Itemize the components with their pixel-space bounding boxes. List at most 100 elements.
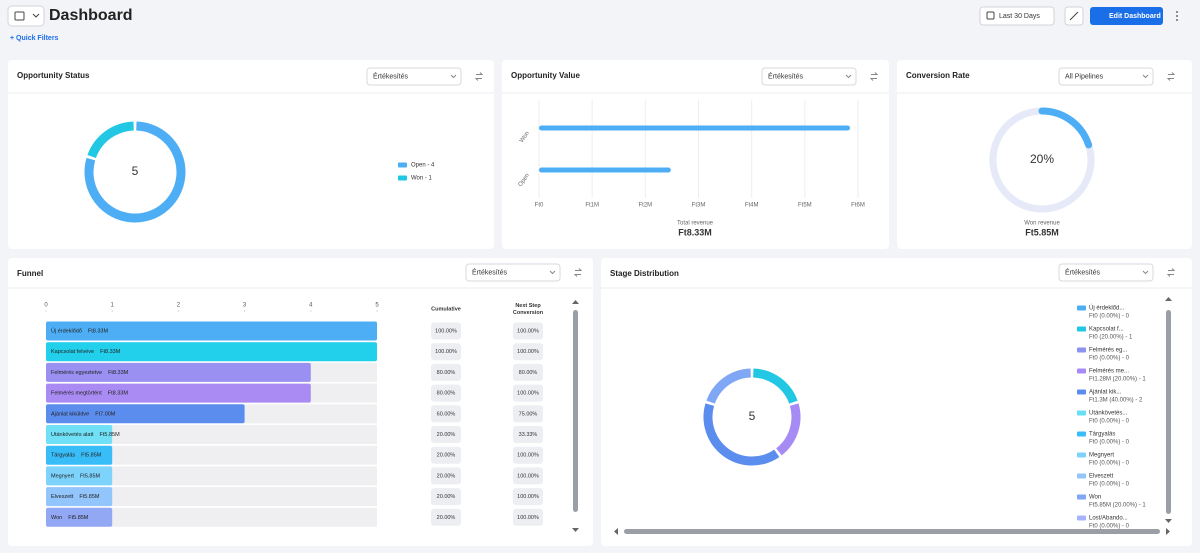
wand-icon — [1069, 11, 1079, 21]
swap-icon[interactable] — [869, 72, 879, 81]
bar — [46, 404, 245, 424]
x-tick-label: Ft0 — [535, 203, 544, 209]
legend-swatch — [1077, 431, 1086, 437]
filter-dropdown[interactable] — [761, 67, 857, 86]
date-range-button[interactable] — [979, 6, 1055, 26]
cell-value: 100.00% — [517, 391, 539, 397]
swap-icon[interactable] — [1166, 72, 1176, 81]
donut-total: 5 — [749, 409, 756, 423]
stage-amount: Ft8.33M — [88, 328, 109, 334]
cell-pill — [513, 405, 543, 423]
footer-label: Won revenue — [1024, 221, 1060, 227]
column-header: Cumulative — [431, 306, 461, 312]
legend-label: Lost/Abando... — [1089, 516, 1128, 522]
donut-total: 5 — [132, 164, 139, 178]
stage-label: Megnyert — [51, 473, 74, 479]
cell-pill — [513, 322, 543, 340]
column-header: Conversion — [513, 310, 544, 316]
filter-dropdown[interactable] — [1058, 263, 1154, 282]
cell-value: 100.00% — [517, 349, 539, 355]
cell-pill — [513, 384, 543, 402]
stage-amount: Ft5.85M — [68, 515, 89, 521]
scroll-up[interactable] — [572, 300, 579, 304]
cell-pill — [513, 467, 543, 485]
quick-filters[interactable]: + Quick Filters — [10, 35, 59, 42]
stage-amount: Ft8.33M — [108, 370, 129, 376]
cell-value: 80.00% — [437, 391, 456, 397]
chevron — [450, 74, 457, 79]
bar — [46, 425, 113, 444]
scrollbar-h[interactable] — [624, 529, 1160, 534]
stage-amount: Ft7.00M — [95, 411, 116, 417]
scroll-down[interactable] — [572, 528, 579, 532]
scroll-up[interactable] — [1165, 297, 1172, 301]
menu-dot — [1176, 15, 1178, 17]
x-tick-label: Ft5M — [798, 203, 812, 209]
legend-detail: Ft0 (0.00%) - 0 — [1089, 461, 1130, 467]
filter-dropdown[interactable] — [1058, 67, 1154, 86]
cell-value: 20.00% — [437, 515, 456, 521]
donut-segment — [87, 121, 134, 159]
bar-track — [46, 445, 377, 465]
cell-value: 20.00% — [437, 453, 456, 459]
stage-label: Új érdeklődő — [51, 327, 82, 334]
stage-amount: Ft5.85M — [80, 473, 101, 479]
stage-amount: Ft8.33M — [108, 391, 129, 397]
card-title: Opportunity Status — [17, 71, 90, 80]
swap-icon[interactable] — [1166, 268, 1176, 277]
cell-pill — [513, 508, 543, 526]
x-tick-label: 5 — [375, 303, 379, 309]
donut-segment — [84, 121, 186, 223]
stage-label: Utánkövetés alatt — [51, 432, 94, 438]
bar — [46, 445, 113, 465]
scrollbar-v[interactable] — [573, 310, 578, 512]
y-tick-label: Won — [519, 131, 531, 144]
filter-dropdown-label: Értékesítés — [373, 71, 409, 80]
stage-label: Felmérés egyeztetve — [51, 370, 102, 376]
legend-swatch — [398, 162, 407, 168]
page-title: Dashboard — [49, 7, 133, 24]
cell-pill — [431, 384, 461, 402]
donut-segment — [703, 403, 780, 466]
legend-detail: Ft0 (0.00%) - 0 — [1089, 419, 1130, 425]
filter-dropdown[interactable] — [465, 263, 561, 282]
cell-pill — [513, 446, 543, 464]
cell-value: 100.00% — [517, 453, 539, 459]
chevron — [845, 74, 852, 79]
swap-icon[interactable] — [573, 268, 583, 277]
card — [601, 258, 1192, 546]
swap-icon[interactable] — [474, 72, 484, 81]
scroll-right[interactable] — [1166, 528, 1170, 535]
cell-pill — [431, 322, 461, 340]
gauge-value: 20% — [1030, 152, 1054, 166]
legend-label: Won — [1089, 495, 1101, 501]
scroll-down[interactable] — [1165, 519, 1172, 523]
scroll-left[interactable] — [614, 528, 618, 535]
legend-detail: Ft1.3M (40.00%) - 2 — [1089, 398, 1143, 404]
scrollbar-v[interactable] — [1166, 310, 1171, 514]
bar — [46, 487, 113, 507]
legend-label: Tárgyalás — [1089, 432, 1115, 438]
filter-dropdown-label: Értékesítés — [472, 267, 508, 276]
legend-detail: Ft0 (0.00%) - 0 — [1089, 482, 1130, 488]
card — [8, 60, 494, 249]
stage-amount: Ft5.85M — [79, 494, 100, 500]
menu-dot[interactable] — [1176, 11, 1178, 13]
x-tick-label: 2 — [177, 303, 181, 309]
edit-dashboard-button[interactable] — [1090, 7, 1163, 25]
bar — [46, 321, 377, 341]
filter-dropdown[interactable] — [366, 67, 462, 86]
layout-button[interactable] — [7, 5, 45, 27]
gauge-arc — [1038, 107, 1093, 149]
cell-value: 80.00% — [437, 370, 456, 376]
legend-label: Won - 1 — [411, 176, 433, 182]
cell-pill — [431, 446, 461, 464]
legend-label: Felmérés eg... — [1089, 348, 1128, 354]
stage-label: Felmérés megtörtént — [51, 391, 102, 397]
card-title: Funnel — [17, 269, 43, 278]
cell-value: 100.00% — [435, 349, 457, 355]
cell-value: 20.00% — [437, 432, 456, 438]
legend-label: Open - 4 — [411, 163, 435, 169]
bar — [46, 362, 311, 382]
